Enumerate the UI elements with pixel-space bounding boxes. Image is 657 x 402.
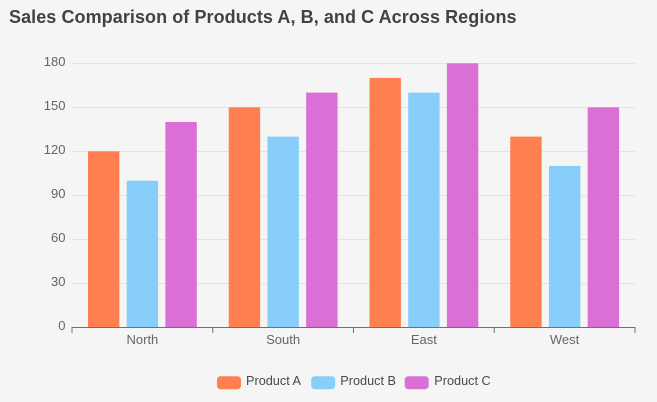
svg-text:30: 30 <box>51 274 65 289</box>
svg-text:120: 120 <box>44 142 66 157</box>
svg-text:South: South <box>266 332 300 347</box>
svg-text:Product B: Product B <box>340 374 396 388</box>
svg-text:0: 0 <box>58 318 65 333</box>
svg-text:East: East <box>411 332 437 347</box>
svg-text:150: 150 <box>44 98 66 113</box>
svg-text:Product A: Product A <box>246 374 302 388</box>
svg-text:180: 180 <box>44 54 66 69</box>
svg-text:North: North <box>127 332 159 347</box>
svg-text:West: West <box>550 332 580 347</box>
svg-text:90: 90 <box>51 186 65 201</box>
svg-text:Product C: Product C <box>434 374 490 388</box>
svg-text:60: 60 <box>51 230 65 245</box>
